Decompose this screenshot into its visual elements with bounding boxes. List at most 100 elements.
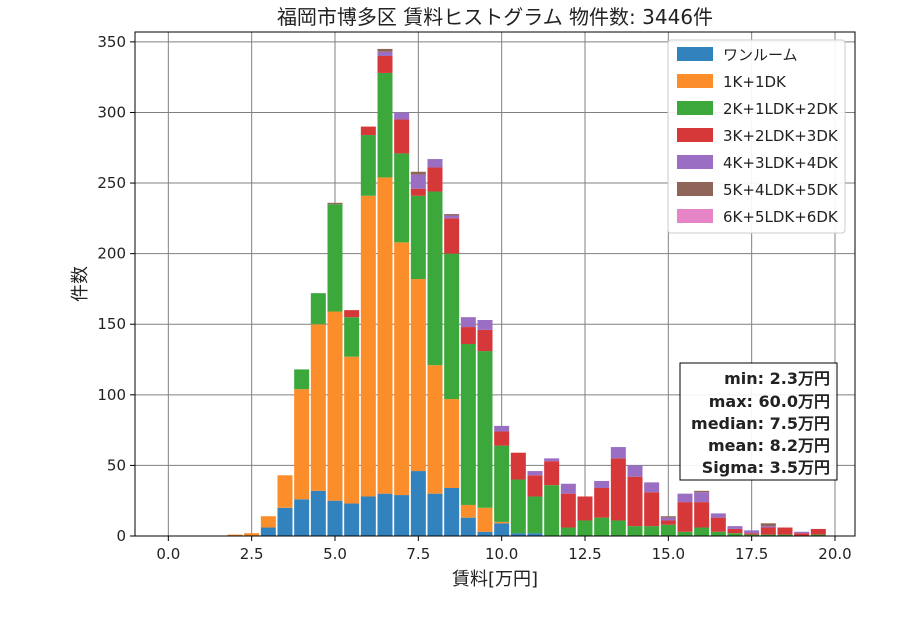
x-tick-label: 0.0 [156,545,180,563]
histogram-bar-segment [544,485,560,536]
axis-ticks: 0.0 2.5 5.0 7.5 10.0 12.5 15.0 17.5 20.0 0 50 100 15… [97,33,851,563]
stat-mean: mean: 8.2万円 [708,436,830,455]
histogram-bar-segment [644,526,660,536]
legend-items: ワンルーム 1K+1DK 2K+1LDK+2DK 3K+2LDK+3DK 4K+3LDK… [677,46,839,226]
histogram-bar-segment [410,188,426,196]
histogram-bar-segment [760,523,776,527]
histogram-bar-segment [344,317,360,357]
legend-swatch [677,155,713,169]
histogram-bar-segment [527,475,543,497]
x-tick-label: 5.0 [323,545,347,563]
histogram-bar-segment [694,492,710,503]
histogram-bar-segment [427,159,443,168]
histogram-bar-segment [527,533,543,536]
histogram-bar-segment [310,293,326,325]
histogram-bar-segment [710,531,726,536]
histogram-bar-segment [610,520,626,536]
histogram-bar-segment [510,533,526,536]
histogram-bar-segment [494,445,510,522]
histogram-bar-segment [760,527,776,535]
histogram-bar-segment [444,215,460,219]
x-tick-label: 7.5 [406,545,430,563]
histogram-bar-segment [727,528,743,534]
legend-swatch [677,74,713,88]
histogram-bar-segment [744,534,760,536]
histogram-bar-segment [660,524,676,536]
y-axis-label: 件数 [70,266,91,302]
legend-label: 6K+5LDK+6DK [723,208,839,226]
histogram-bar-segment [460,317,476,328]
histogram-bar-segment [627,526,643,536]
legend: ワンルーム 1K+1DK 2K+1LDK+2DK 3K+2LDK+3DK 4K+3LDK… [667,39,846,234]
histogram-bar-segment [460,504,476,518]
histogram-bar-segment [360,135,376,196]
legend-swatch [677,128,713,142]
histogram-bar-segment [460,327,476,344]
legend-swatch [677,101,713,115]
histogram-bar-segment [777,534,793,536]
histogram-bar-segment [360,496,376,536]
x-tick-label: 15.0 [652,545,685,563]
histogram-bar-segment [794,531,810,534]
histogram-bar-segment [310,490,326,536]
histogram-bar-segment [427,167,443,192]
legend-label: 4K+3LDK+4DK [723,154,839,172]
histogram-bar-segment [810,528,826,535]
histogram-bar-segment [410,279,426,472]
legend-swatch [677,182,713,196]
histogram-bar-segment [477,507,493,532]
histogram-bar-segment [394,242,410,496]
legend-label: 1K+1DK [723,73,787,91]
histogram-bar-segment [444,214,460,216]
histogram-bar-segment [394,495,410,536]
histogram-bar-segment [394,119,410,154]
histogram-bar-segment [410,471,426,536]
histogram-bar-segment [327,202,343,205]
histogram-bar-segment [577,496,593,521]
x-tick-label: 17.5 [735,545,768,563]
histogram-bar-segment [377,72,393,178]
histogram-bar-segment [377,56,393,73]
histogram-bar-segment [277,475,293,508]
plot-frame [134,31,856,537]
histogram-bar-segment [444,253,460,400]
histogram-bar-segment [494,425,510,432]
histogram-bar-segment [360,195,376,497]
histogram-bar-segment [744,533,760,535]
histogram-bar-segment [294,369,310,390]
histogram-bar-segment [510,479,526,534]
histogram-bar-segment [477,531,493,536]
histogram-bar-segment [527,471,543,476]
histogram-bar-segment [577,520,593,536]
histogram-bar-segment [477,329,493,352]
histogram-bar-segment [410,174,426,189]
histogram-bar-segment [460,344,476,505]
histogram-bar-segment [494,431,510,446]
y-tick-label: 150 [97,315,126,333]
histogram-bar-segment [527,496,543,534]
histogram-bar-segment [344,356,360,504]
histogram-bar-segment [594,517,610,536]
histogram-bar-segment [394,112,410,120]
histogram-bar-segment [610,458,626,521]
histogram-bar-segment [244,533,260,536]
histogram-bar-segment [677,493,693,503]
histogram-bar-segment [310,324,326,491]
histogram-bar-segment [760,534,776,536]
histogram-bar-segment [377,493,393,536]
histogram-bar-segment [627,465,643,477]
stat-median: median: 7.5万円 [691,414,830,433]
y-tick-label: 0 [116,527,126,545]
histogram-bar-segment [560,493,576,528]
histogram-bar-segment [677,502,693,532]
x-tick-label: 12.5 [568,545,601,563]
histogram-bar-segment [660,517,676,521]
chart-title: 福岡市博多区 賃料ヒストグラム 物件数: 3446件 [277,5,713,29]
y-tick-label: 200 [97,245,126,263]
histogram-bar-segment [677,531,693,536]
y-tick-label: 50 [107,456,126,474]
histogram-bar-segment [460,517,476,536]
histogram-bar-segment [377,177,393,494]
x-tick-label: 10.0 [485,545,518,563]
